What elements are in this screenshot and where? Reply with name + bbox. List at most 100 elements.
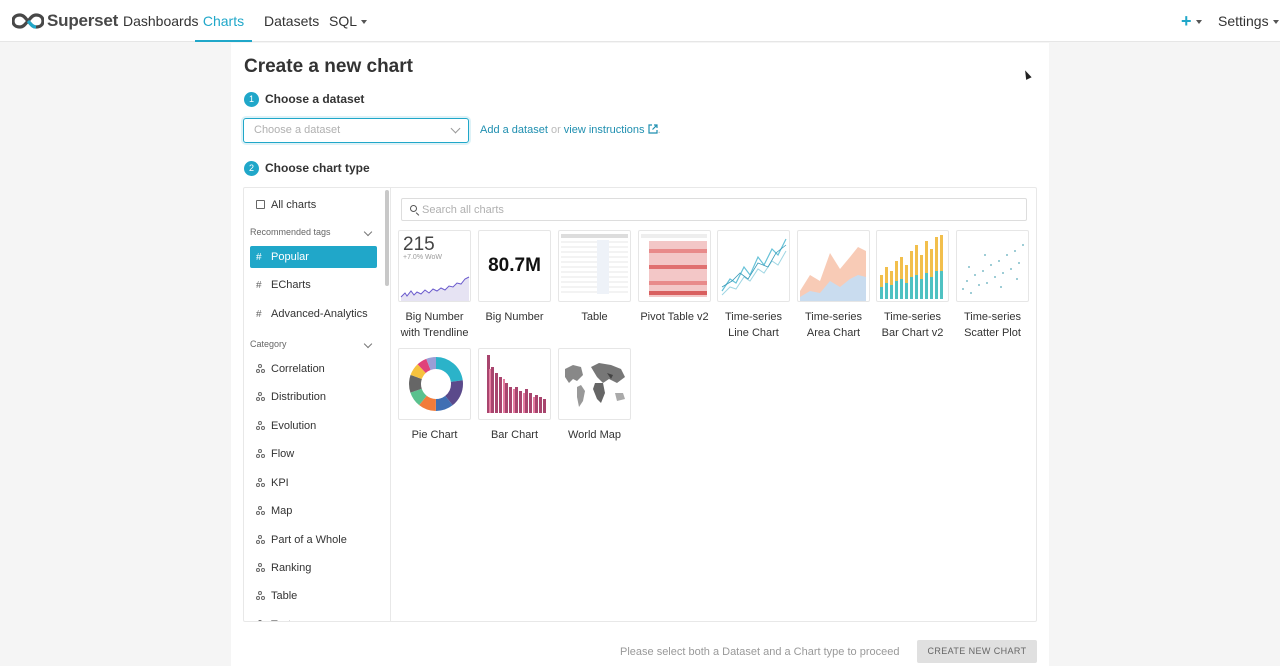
chart-thumbnail: 80.7M: [478, 230, 551, 302]
thumb-subheader: +7.0% WoW: [403, 254, 442, 261]
chart-tile-timeseries-bar[interactable]: Time-series Bar Chart v2: [876, 230, 949, 341]
sidebar-item-label: Correlation: [271, 363, 325, 375]
sidebar-item-label: Map: [271, 505, 293, 517]
chart-tile-label: Big Number: [485, 311, 544, 323]
plus-icon: +: [1181, 11, 1192, 31]
nav-settings-label: Settings: [1218, 13, 1269, 29]
caret-down-icon: [1195, 20, 1202, 25]
sidebar-item-correlation[interactable]: Correlation: [250, 358, 377, 380]
nav-charts[interactable]: Charts: [195, 0, 252, 42]
sidebar-item-label: Advanced-Analytics: [271, 308, 368, 320]
world-map-thumbnail-icon: [565, 363, 625, 407]
category-icon: [256, 591, 265, 600]
category-icon: [256, 535, 265, 544]
sidebar-item-text[interactable]: Text: [250, 614, 377, 621]
chart-thumbnail: [558, 348, 631, 420]
chart-sidebar: All charts Recommended tags # Popular # …: [244, 188, 391, 621]
view-instructions-link[interactable]: view instructions: [564, 124, 658, 136]
chart-tile-label: Table: [581, 311, 608, 323]
nav-settings[interactable]: Settings: [1218, 0, 1279, 42]
sidebar-item-all-charts[interactable]: All charts: [250, 194, 377, 216]
sidebar-item-label: Part of a Whole: [271, 534, 347, 546]
sidebar-item-label: Table: [271, 590, 298, 602]
search-placeholder: Search all charts: [422, 204, 504, 216]
sidebar-item-echarts[interactable]: # ECharts: [250, 274, 377, 296]
chart-tile-big-number-trendline[interactable]: 215 +7.0% WoW Big Number with Trendline: [398, 230, 471, 341]
chart-tile-bar[interactable]: Bar Chart: [478, 348, 551, 443]
chart-tile-pivot-table[interactable]: Pivot Table v2: [638, 230, 711, 325]
sidebar-item-label: Popular: [271, 251, 309, 263]
top-navbar: Superset Dashboards Charts Datasets SQL …: [0, 0, 1280, 42]
category-icon: [256, 563, 265, 572]
chart-thumbnail: [558, 230, 631, 302]
category-heading[interactable]: Category: [250, 339, 373, 349]
nav-dashboards[interactable]: Dashboards: [123, 13, 199, 29]
chart-thumbnail: [398, 348, 471, 420]
pie-chart-thumbnail-icon: [409, 357, 463, 411]
bar-chart-v2-thumbnail-icon: [880, 235, 943, 299]
new-menu[interactable]: +: [1181, 0, 1202, 42]
sidebar-item-label: Distribution: [271, 391, 327, 403]
category-icon: [256, 478, 265, 487]
chart-tile-timeseries-scatter[interactable]: Time-series Scatter Plot: [956, 230, 1029, 341]
step-number: 1: [244, 91, 259, 107]
nav-sql-label: SQL: [329, 13, 358, 29]
sidebar-item-advanced-analytics[interactable]: # Advanced-Analytics: [250, 303, 377, 325]
recommended-tags-heading[interactable]: Recommended tags: [250, 227, 373, 237]
chart-tile-label: World Map: [568, 429, 621, 441]
footer-message: Please select both a Dataset and a Chart…: [620, 646, 900, 658]
nav-sql[interactable]: SQL: [329, 0, 368, 42]
sidebar-item-label: ECharts: [271, 279, 311, 291]
step-choose-chart-type: 2 Choose chart type: [244, 160, 370, 176]
sidebar-item-distribution[interactable]: Distribution: [250, 386, 377, 408]
sidebar-item-popular[interactable]: # Popular: [250, 246, 377, 268]
or-text: or: [550, 124, 561, 136]
chart-tile-table[interactable]: Table: [558, 230, 631, 325]
line-chart-thumbnail-icon: [721, 238, 787, 296]
nav-datasets[interactable]: Datasets: [264, 13, 320, 29]
category-icon: [256, 392, 265, 401]
add-dataset-link[interactable]: Add a dataset: [480, 124, 548, 136]
sidebar-item-part-of-a-whole[interactable]: Part of a Whole: [250, 529, 377, 551]
dataset-select[interactable]: Choose a dataset: [243, 118, 469, 143]
chart-tile-pie[interactable]: Pie Chart: [398, 348, 471, 443]
step-choose-dataset: 1 Choose a dataset: [244, 91, 364, 107]
sidebar-item-ranking[interactable]: Ranking: [250, 557, 377, 579]
sidebar-item-evolution[interactable]: Evolution: [250, 415, 377, 437]
chevron-down-icon: [363, 227, 373, 237]
heading-label: Category: [250, 339, 287, 349]
chart-search-input[interactable]: Search all charts: [401, 198, 1027, 221]
chart-tile-label: Bar Chart: [490, 429, 539, 441]
chart-thumbnail: [717, 230, 790, 302]
sidebar-item-kpi[interactable]: KPI: [250, 472, 377, 494]
label-line: Line Chart: [728, 327, 779, 339]
label-line: Time-series: [883, 311, 942, 323]
label-line: Bar Chart v2: [881, 327, 944, 339]
sidebar-item-table[interactable]: Table: [250, 585, 377, 607]
chart-tile-label: Time-series Scatter Plot: [956, 309, 1029, 341]
hash-icon: #: [256, 309, 262, 320]
chart-tile-timeseries-line[interactable]: Time-series Line Chart: [717, 230, 790, 341]
chart-tile-timeseries-area[interactable]: Time-series Area Chart: [797, 230, 870, 341]
sidebar-item-map[interactable]: Map: [250, 500, 377, 522]
chart-tile-label: Time-series Line Chart: [717, 309, 790, 341]
label-line: Time-series: [724, 311, 783, 323]
chart-type-chooser: All charts Recommended tags # Popular # …: [243, 187, 1037, 622]
chart-thumbnail: [956, 230, 1029, 302]
superset-logo[interactable]: Superset: [12, 9, 118, 33]
dataset-links: Add a dataset or view instructions .: [480, 124, 661, 136]
label-line: Time-series: [804, 311, 863, 323]
sidebar-item-label: All charts: [271, 199, 317, 211]
thumb-big-number: 80.7M: [488, 255, 541, 276]
main-panel: [231, 43, 1049, 666]
create-new-chart-button[interactable]: CREATE NEW CHART: [917, 640, 1037, 663]
chart-tile-world-map[interactable]: World Map: [558, 348, 631, 443]
chevron-down-icon: [450, 123, 461, 134]
chart-tile-label: Pivot Table v2: [640, 311, 709, 323]
table-icon: [256, 200, 265, 209]
step-label: Choose a dataset: [265, 92, 365, 106]
sidebar-item-flow[interactable]: Flow: [250, 443, 377, 465]
sidebar-scrollbar[interactable]: [385, 190, 389, 286]
chart-tile-big-number[interactable]: 80.7M Big Number: [478, 230, 551, 325]
chart-tile-label: Time-series Area Chart: [797, 309, 870, 341]
